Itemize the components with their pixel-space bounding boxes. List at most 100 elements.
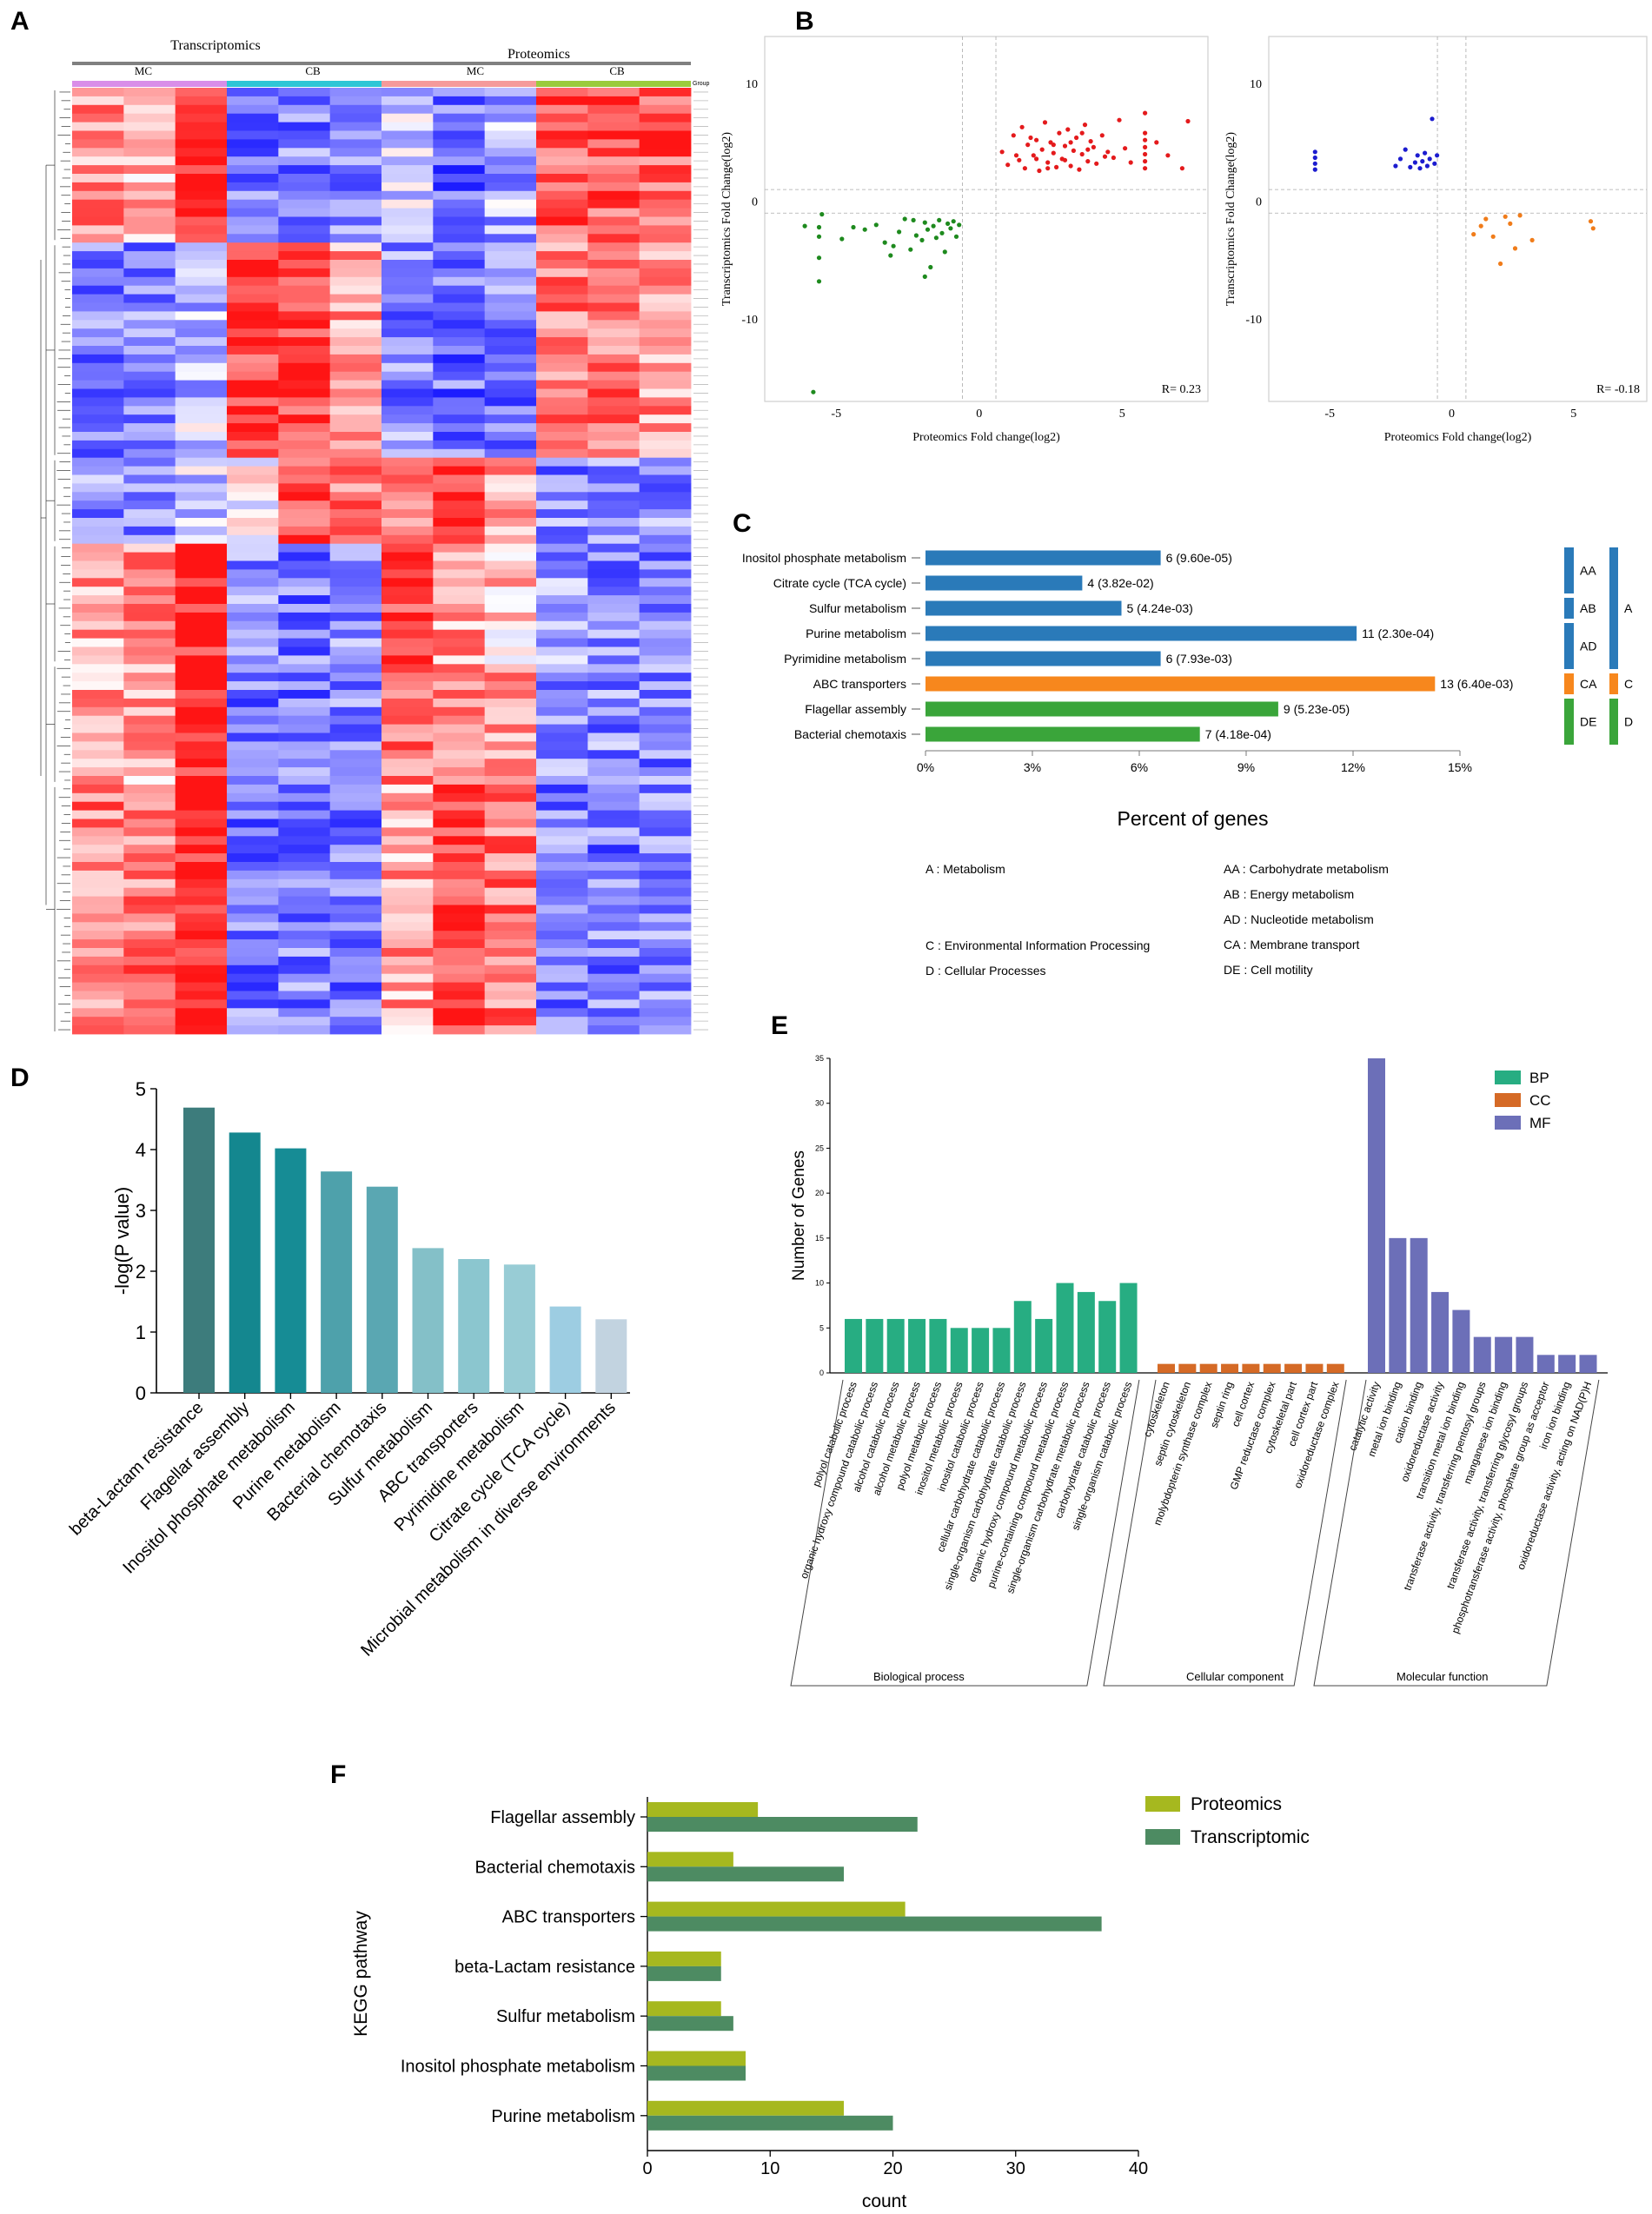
heatmap-cell (639, 827, 692, 837)
heatmap-cell (433, 122, 486, 131)
heatmap-cell (123, 260, 176, 269)
heatmap-cell (639, 225, 692, 235)
heatmap-cell (381, 792, 434, 803)
scatter-point (1490, 234, 1496, 239)
heatmap-cell (227, 242, 279, 252)
heatmap-cell (278, 543, 331, 553)
heatmap-cell (484, 612, 537, 622)
heatmap-group-bar (536, 81, 691, 87)
heatmap-cell (123, 397, 176, 407)
go-bar (1077, 1291, 1095, 1373)
heatmap-cell (484, 560, 537, 570)
heatmap-cell (587, 673, 640, 682)
heatmap-cell (329, 741, 382, 751)
go-bar (1495, 1336, 1513, 1373)
heatmap-cell (72, 827, 124, 837)
heatmap-cell (329, 673, 382, 682)
heatmap-cell (175, 801, 228, 811)
heatmap-cell (278, 113, 331, 123)
heatmap-cell (433, 664, 486, 673)
heatmap-cell (175, 905, 228, 914)
heatmap-cell (123, 810, 176, 819)
scatter-point (1503, 214, 1508, 219)
x-category-label: Inositol phosphate metabolism (119, 1398, 299, 1578)
heatmap-cell (123, 251, 176, 261)
heatmap-cell (639, 560, 692, 570)
y-tick-label: 5 (136, 1078, 146, 1100)
heatmap-cell (639, 784, 692, 794)
heatmap-cell (536, 750, 588, 759)
heatmap-cell (278, 922, 331, 931)
heatmap-cell (175, 285, 228, 295)
heatmap-cell (123, 655, 176, 665)
heatmap-cell (381, 148, 434, 157)
heatmap-cell (587, 569, 640, 579)
heatmap-cell (639, 432, 692, 441)
heatmap-cell (278, 767, 331, 777)
heatmap-cell (227, 182, 279, 192)
heatmap-cell (123, 432, 176, 441)
heatmap-cell (484, 268, 537, 278)
heatmap-cell (278, 518, 331, 527)
heatmap-cell (329, 767, 382, 777)
heatmap-cell (72, 853, 124, 863)
pathway-label: Bacterial chemotaxis (474, 1858, 635, 1877)
heatmap-cell (175, 130, 228, 140)
heatmap-cell (123, 285, 176, 295)
heatmap-cell (278, 792, 331, 803)
heatmap-cell (639, 810, 692, 819)
heatmap-cell (329, 199, 382, 209)
heatmap-cell (381, 956, 434, 966)
heatmap-cell (278, 569, 331, 579)
pvalue-bar (275, 1148, 307, 1393)
heatmap-cell (72, 96, 124, 106)
heatmap-cell (484, 346, 537, 355)
heatmap-cell (278, 776, 331, 786)
heatmap-cell (639, 673, 692, 682)
heatmap-cell (175, 466, 228, 475)
pathway-bar-label: 6 (9.60e-05) (1166, 551, 1232, 565)
scatter-point (1179, 166, 1184, 171)
heatmap-cell (536, 122, 588, 131)
heatmap-cell (175, 242, 228, 252)
heatmap-cell (484, 448, 537, 459)
heatmap-cell (175, 457, 228, 467)
heatmap-cell (381, 845, 434, 854)
pathway-bar-label: 9 (5.23e-05) (1284, 702, 1350, 716)
heatmap-cell (433, 466, 486, 475)
heatmap-cell (123, 543, 176, 553)
heatmap-cell (227, 810, 279, 819)
heatmap-cell (587, 440, 640, 450)
heatmap-cell (329, 560, 382, 570)
heatmap-cell (587, 870, 640, 880)
heatmap-cell (433, 1008, 486, 1018)
pathway-label: Flagellar assembly (805, 702, 906, 716)
heatmap-cell (433, 827, 486, 837)
pathway-label: Inositol phosphate metabolism (742, 551, 906, 565)
heatmap-cell (227, 354, 279, 364)
heatmap-cell (639, 552, 692, 561)
heatmap-cell (484, 836, 537, 845)
heatmap-cell (484, 792, 537, 803)
heatmap-cell (639, 130, 692, 140)
heatmap-cell (433, 887, 486, 897)
scatter-point (1185, 118, 1191, 124)
heatmap-cell (536, 853, 588, 863)
heatmap-cell (175, 569, 228, 579)
heatmap-cell (536, 973, 588, 983)
heatmap-cell (381, 414, 434, 424)
go-bar (1056, 1283, 1074, 1373)
heatmap-cell (123, 991, 176, 1000)
pathway-label: Purine metabolism (806, 626, 906, 640)
scatter-point (1013, 153, 1019, 158)
scatter-xtick: -5 (1324, 408, 1335, 421)
heatmap-cell (536, 302, 588, 312)
heatmap-cell (587, 913, 640, 923)
legend-swatch (1495, 1093, 1521, 1107)
scatter-point (1099, 133, 1105, 138)
heatmap-cell (484, 690, 537, 699)
scatter-point (911, 217, 916, 222)
heatmap-cell (227, 362, 279, 373)
heatmap-cell (329, 646, 382, 656)
